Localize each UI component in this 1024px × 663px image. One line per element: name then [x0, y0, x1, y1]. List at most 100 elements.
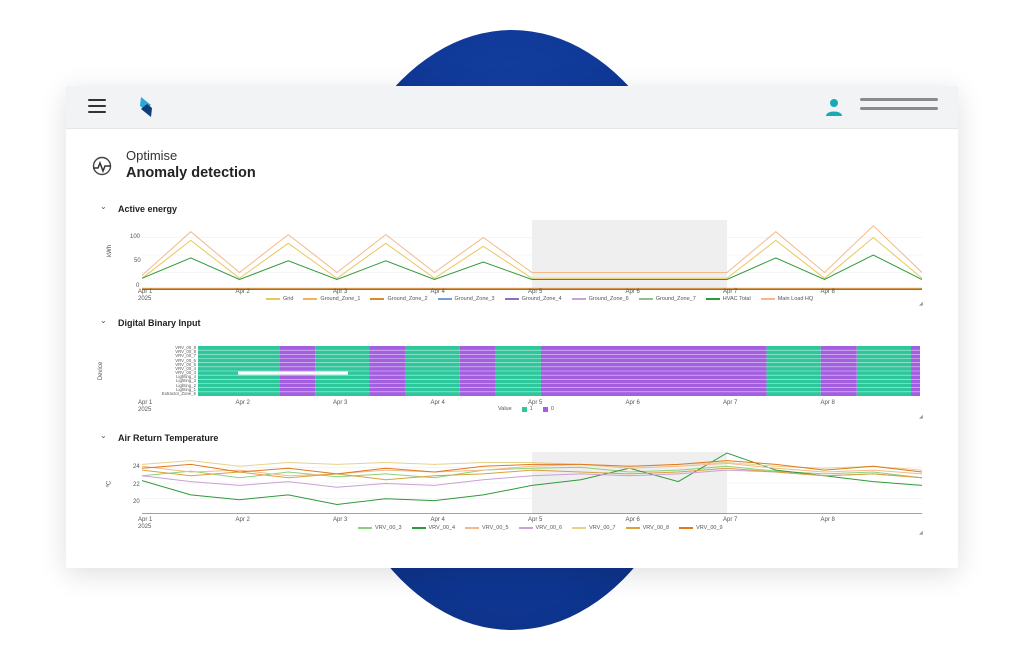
- legend-swatch: [266, 298, 280, 300]
- temperature-y-tick: 22: [133, 482, 140, 488]
- energy-collapse-chevron-icon[interactable]: ⌄: [100, 202, 107, 211]
- device-label: VRV_00_3: [175, 370, 196, 375]
- legend-swatch: [437, 298, 452, 300]
- legend-item: 1: [521, 406, 533, 412]
- energy-legend: Grid Ground_Zone_1 Ground_Zone_2 Ground_Zon…: [266, 296, 823, 302]
- legend-item: Ground_Zone_1: [303, 296, 360, 302]
- legend-item: VRV_00_5: [465, 525, 509, 531]
- brand-logo[interactable]: [134, 95, 158, 119]
- device-label: Lighting_1: [176, 386, 196, 392]
- x-tick-label: Apr 1: [138, 289, 153, 295]
- device-label: VRV_00_4: [175, 365, 196, 371]
- top-bar: [66, 86, 958, 129]
- series-line: [142, 452, 922, 506]
- legend-swatch: [358, 527, 372, 529]
- x-tick-label: Apr 3: [333, 289, 348, 295]
- legend-item: Ground_Zone_2: [370, 296, 428, 302]
- user-name-placeholder[interactable]: [860, 98, 938, 116]
- device-label: Lighting_4: [176, 374, 196, 380]
- device-label: VRV_00_9: [175, 345, 196, 350]
- legend-swatch: [465, 527, 480, 529]
- x-tick-label: Apr 3: [333, 517, 348, 523]
- legend-item: Ground_Zone_6: [571, 296, 629, 302]
- x-tick-label: Apr 5: [528, 400, 543, 406]
- legend-swatch: [638, 298, 653, 300]
- legend-label: Ground_Zone_4: [521, 296, 562, 302]
- binary-collapse-chevron-icon[interactable]: ⌄: [100, 316, 107, 325]
- device-label: VRV_00_5: [175, 361, 196, 367]
- legend-swatch: [411, 527, 426, 529]
- hamburger-menu-icon[interactable]: [88, 99, 106, 113]
- legend-swatch: [504, 298, 519, 300]
- x-tick-label: Apr 4: [430, 517, 445, 523]
- series-line: [142, 460, 922, 471]
- x-tick-label: Apr 7: [723, 289, 738, 295]
- resize-handle-icon[interactable]: ◢: [919, 301, 923, 307]
- series-line: [142, 462, 922, 477]
- x-tick-label: Apr 2: [235, 517, 250, 523]
- shaded-region: [532, 452, 727, 514]
- legend-swatch: [625, 527, 640, 529]
- x-tick-label: Apr 8: [820, 517, 835, 523]
- resize-handle-icon[interactable]: ◢: [919, 414, 923, 420]
- legend-label: Grid: [283, 296, 294, 302]
- x-tick-year: 2025: [138, 407, 152, 413]
- legend-swatch: [303, 298, 318, 300]
- x-tick-label: Apr 7: [723, 400, 738, 406]
- legend-label: VRV_00_3: [375, 525, 402, 531]
- user-icon[interactable]: [824, 97, 844, 117]
- series-line: [142, 236, 922, 279]
- legend-item: Ground_Zone_4: [504, 296, 562, 302]
- temperature-section-title: Air Return Temperature: [118, 433, 219, 443]
- legend-item: VRV_00_7: [572, 525, 616, 531]
- legend-item: Main Load HQ: [760, 296, 814, 302]
- x-tick-year: 2025: [138, 296, 152, 302]
- legend-label: VRV_00_7: [589, 525, 616, 531]
- device-label: VRV_00_6: [175, 357, 196, 363]
- x-tick-year: 2025: [138, 524, 152, 530]
- x-tick-label: Apr 6: [625, 517, 640, 523]
- device-label: Extractor_Zone_6: [161, 390, 196, 396]
- x-tick-label: Apr 6: [625, 400, 640, 406]
- legend-item: VRV_00_8: [625, 525, 669, 531]
- temperature-collapse-chevron-icon[interactable]: ⌄: [100, 431, 107, 440]
- energy-y-axis-label: kWh: [107, 245, 113, 257]
- legend-swatch: [518, 527, 533, 529]
- series-line: [142, 225, 922, 276]
- temperature-y-axis-label: ºC: [106, 480, 113, 488]
- legend-item: 0: [542, 406, 554, 412]
- legend-swatch: [679, 527, 694, 529]
- series-line: [142, 467, 922, 481]
- legend-label: VRV_00_4: [428, 525, 456, 531]
- legend-swatch: [705, 298, 720, 300]
- binary-legend: Value 1 0: [498, 406, 564, 412]
- legend-label: VRV_00_5: [482, 525, 509, 531]
- x-tick-label: Apr 1: [138, 517, 153, 523]
- device-label: VRV_00_8: [175, 349, 196, 355]
- binary-heatmap[interactable]: [198, 346, 920, 396]
- energy-y-tick: 100: [130, 234, 141, 240]
- legend-label: Main Load HQ: [777, 296, 814, 302]
- legend-label: Ground_Zone_3: [454, 296, 495, 302]
- x-tick-label: Apr 3: [333, 400, 348, 406]
- breadcrumb: Optimise: [126, 148, 178, 163]
- x-tick-label: Apr 4: [430, 400, 445, 406]
- x-tick-label: Apr 7: [723, 517, 738, 523]
- resize-handle-icon[interactable]: ◢: [919, 530, 923, 536]
- device-label: Lighting_2: [176, 382, 196, 388]
- energy-y-tick: 0: [136, 283, 140, 289]
- x-tick-label: Apr 5: [528, 289, 543, 295]
- legend-label: Ground_Zone_1: [320, 296, 361, 302]
- energy-chart[interactable]: [142, 220, 922, 290]
- temperature-y-tick: 24: [133, 464, 140, 470]
- legend-label: Ground_Zone_2: [387, 296, 428, 302]
- binary-y-axis-label: Device: [98, 361, 105, 381]
- series-line: [142, 254, 922, 281]
- legend-swatch: [521, 406, 527, 412]
- x-tick-label: Apr 1: [138, 400, 153, 406]
- temperature-chart[interactable]: [142, 452, 922, 514]
- legend-label: 0: [550, 406, 554, 412]
- legend-label: VRV_00_6: [535, 525, 563, 531]
- x-tick-label: Apr 2: [235, 400, 250, 406]
- binary-legend-title: Value: [498, 406, 512, 412]
